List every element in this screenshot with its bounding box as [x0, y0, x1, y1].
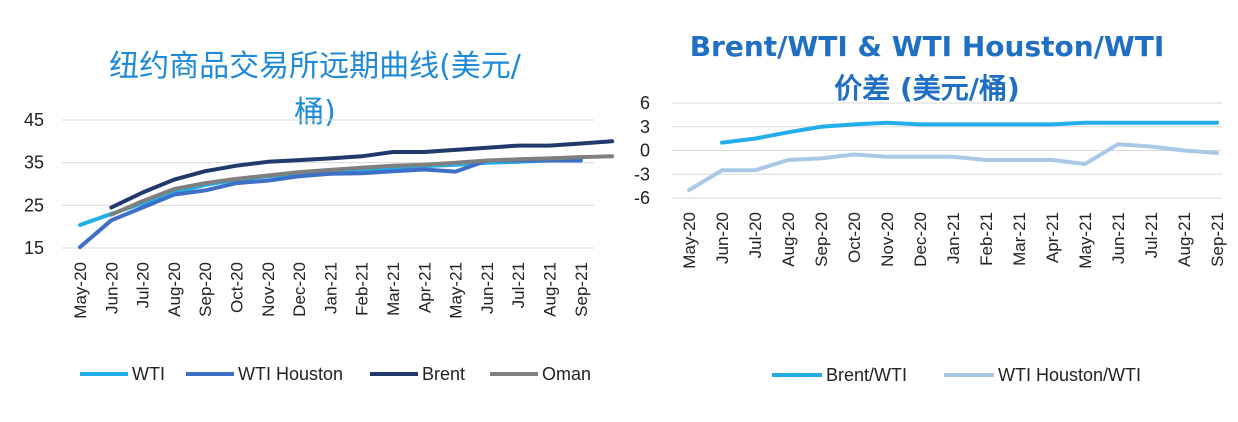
y-tick-label: 35: [24, 153, 44, 173]
right-chart: Brent/WTI & WTI Houston/WTI 价差 (美元/桶) 6 3…: [634, 30, 1227, 385]
x-tick-label: Jan-21: [321, 262, 340, 314]
x-tick-label: Sep-21: [1208, 212, 1227, 267]
y-tick-label: -6: [634, 188, 650, 208]
x-tick-label: Jun-21: [478, 262, 497, 314]
x-tick-label: Jul-20: [746, 212, 765, 258]
x-tick-label: Sep-20: [812, 212, 831, 267]
y-tick-label: 0: [640, 141, 650, 161]
left-x-axis: May-20 Jun-20 Jul-20 Aug-20 Sep-20 Oct-20 Nov-…: [71, 262, 591, 319]
legend-label-wti-houston: WTI Houston: [238, 364, 343, 384]
y-tick-label: 25: [24, 195, 44, 215]
legend-label-brent-wti: Brent/WTI: [826, 365, 907, 385]
y-tick-label: 3: [640, 117, 650, 137]
x-tick-label: Aug-21: [1175, 212, 1194, 267]
legend-label-oman: Oman: [542, 364, 591, 384]
right-chart-title-line2: 价差 (美元/桶): [834, 72, 1020, 105]
legend-label-brent: Brent: [422, 364, 465, 384]
right-y-axis: 6 3 0 -3 -6: [634, 93, 650, 208]
x-tick-label: Aug-21: [541, 262, 560, 317]
right-legend: Brent/WTI WTI Houston/WTI: [772, 365, 1141, 385]
x-tick-label: Jun-20: [713, 212, 732, 264]
x-tick-label: Jun-21: [1109, 212, 1128, 264]
x-tick-label: Dec-20: [911, 212, 930, 267]
left-chart-title-line1: 纽约商品交易所远期曲线(美元/: [109, 49, 522, 84]
x-tick-label: Apr-21: [1043, 212, 1062, 263]
left-chart-title-line2: 桶): [294, 95, 336, 130]
x-tick-label: Feb-21: [977, 212, 996, 266]
x-tick-label: Jul-20: [134, 262, 153, 308]
y-tick-label: -3: [634, 164, 650, 184]
x-tick-label: Jan-21: [944, 212, 963, 264]
left-gridlines: [62, 119, 594, 249]
left-chart: 纽约商品交易所远期曲线(美元/ 桶) 15 25 35 45 May-20 Jun-20…: [24, 49, 615, 384]
legend-label-wti: WTI: [132, 364, 165, 384]
x-tick-label: Jul-21: [1142, 212, 1161, 258]
right-series-lines: [687, 120, 1219, 193]
series-line-wti-houston: [78, 158, 583, 250]
x-tick-label: Nov-20: [259, 262, 278, 317]
legend-label-wti-houston-wti: WTI Houston/WTI: [998, 365, 1141, 385]
x-tick-label: Oct-20: [845, 212, 864, 263]
x-tick-label: Nov-20: [878, 212, 897, 267]
x-tick-label: Mar-21: [384, 262, 403, 316]
x-tick-label: Aug-20: [165, 262, 184, 317]
x-tick-label: Jul-21: [509, 262, 528, 308]
x-tick-label: Feb-21: [353, 262, 372, 316]
series-line-wti-houston-wti: [687, 142, 1219, 193]
x-tick-label: Dec-20: [290, 262, 309, 317]
x-tick-label: Sep-21: [572, 262, 591, 317]
right-chart-title-line1: Brent/WTI & WTI Houston/WTI: [690, 30, 1165, 63]
left-series-lines: [78, 139, 615, 250]
left-legend: WTI WTI Houston Brent Oman: [80, 364, 591, 384]
x-tick-label: May-21: [447, 262, 466, 319]
x-tick-label: May-21: [1076, 212, 1095, 269]
x-tick-label: Oct-20: [228, 262, 247, 313]
series-line-brent-wti: [720, 120, 1219, 145]
series-line-brent: [109, 139, 615, 210]
left-y-axis: 15 25 35 45: [24, 110, 44, 258]
x-tick-label: Aug-20: [779, 212, 798, 267]
right-x-axis: May-20 Jun-20 Jul-20 Aug-20 Sep-20 Oct-20 Nov-…: [680, 212, 1227, 269]
y-tick-label: 15: [24, 238, 44, 258]
x-tick-label: May-20: [680, 212, 699, 269]
x-tick-label: Apr-21: [415, 262, 434, 313]
x-tick-label: Jun-20: [102, 262, 121, 314]
x-tick-label: May-20: [71, 262, 90, 319]
right-gridlines: [672, 102, 1222, 199]
y-tick-label: 6: [640, 93, 650, 113]
x-tick-label: Mar-21: [1010, 212, 1029, 266]
x-tick-label: Sep-20: [196, 262, 215, 317]
y-tick-label: 45: [24, 110, 44, 130]
series-line-oman: [109, 154, 615, 217]
